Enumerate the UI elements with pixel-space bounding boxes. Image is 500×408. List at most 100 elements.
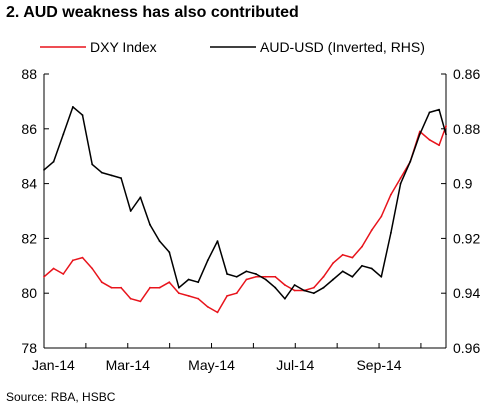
data-point-dxy — [284, 284, 286, 286]
data-point-dxy — [274, 275, 277, 278]
data-point-aud-usd — [361, 264, 363, 267]
data-point-dxy — [81, 256, 84, 259]
x-tick-label: Mar-14 — [106, 357, 151, 373]
x-tick-label: May-14 — [188, 357, 235, 373]
right-tick-label: 0.96 — [453, 340, 480, 356]
left-tick-label: 82 — [21, 230, 37, 246]
legend-label-dxy: DXY Index — [90, 39, 157, 55]
data-point-aud-usd — [120, 177, 122, 180]
chart-title: 2. AUD weakness has also contributed — [6, 4, 299, 21]
data-point-aud-usd — [149, 223, 151, 226]
series-line-aud-usd — [43, 106, 447, 300]
data-point-dxy — [390, 193, 392, 196]
data-point-aud-usd — [312, 292, 315, 295]
data-point-dxy — [351, 256, 354, 259]
data-point-dxy — [399, 177, 402, 180]
data-point-dxy — [187, 295, 190, 297]
data-point-aud-usd — [245, 270, 248, 273]
legend-label-aud-usd: AUD-USD (Inverted, RHS) — [260, 39, 425, 55]
data-point-dxy — [361, 245, 363, 248]
data-point-aud-usd — [216, 240, 219, 243]
data-point-dxy — [445, 125, 447, 127]
data-point-aud-usd — [284, 297, 286, 300]
data-point-dxy — [43, 275, 45, 278]
right-tick-label: 0.94 — [453, 285, 480, 301]
data-point-dxy — [428, 138, 431, 141]
data-point-dxy — [52, 267, 55, 270]
left-tick-label: 80 — [21, 285, 37, 301]
data-point-aud-usd — [303, 289, 306, 292]
data-point-aud-usd — [332, 278, 334, 281]
data-point-aud-usd — [158, 240, 161, 243]
data-point-dxy — [226, 295, 229, 297]
series-line-dxy — [43, 125, 447, 314]
data-point-aud-usd — [322, 286, 325, 289]
data-point-dxy — [120, 286, 122, 289]
data-point-dxy — [341, 253, 344, 256]
data-point-aud-usd — [110, 174, 113, 177]
data-point-aud-usd — [187, 278, 190, 281]
data-point-dxy — [178, 292, 180, 295]
data-point-dxy — [197, 297, 200, 300]
data-point-aud-usd — [206, 259, 209, 262]
data-point-aud-usd — [52, 160, 55, 163]
data-point-dxy — [332, 262, 334, 264]
series-layer — [43, 106, 447, 314]
data-point-aud-usd — [264, 278, 267, 281]
data-point-aud-usd — [100, 171, 103, 174]
axes: 78 80 82 84 86 88 0.86 0.88 0.9 0.92 0.94 0.96 Jan-1… — [21, 66, 480, 373]
data-point-aud-usd — [418, 133, 421, 136]
data-point-aud-usd — [178, 286, 180, 289]
left-tick-label: 86 — [21, 121, 37, 137]
data-point-aud-usd — [293, 284, 296, 286]
data-point-aud-usd — [380, 275, 383, 278]
data-point-aud-usd — [226, 273, 229, 275]
data-point-dxy — [62, 273, 65, 275]
data-point-aud-usd — [139, 196, 142, 199]
right-tick-label: 0.86 — [453, 66, 480, 82]
data-point-dxy — [110, 286, 113, 289]
data-point-dxy — [245, 278, 248, 281]
data-point-aud-usd — [43, 169, 45, 171]
data-point-dxy — [100, 281, 103, 284]
data-point-dxy — [91, 267, 94, 270]
data-point-dxy — [216, 311, 219, 314]
x-tick-label: Jul-14 — [276, 357, 314, 373]
data-point-aud-usd — [428, 111, 431, 114]
data-point-dxy — [129, 297, 132, 300]
data-point-dxy — [139, 300, 142, 303]
data-point-aud-usd — [255, 273, 257, 275]
source-note: Source: RBA, HSBC — [6, 390, 116, 404]
right-tick-label: 0.88 — [453, 121, 480, 137]
data-point-aud-usd — [399, 182, 402, 185]
x-tick-label: Jan-14 — [32, 357, 75, 373]
data-point-dxy — [293, 289, 296, 292]
data-point-aud-usd — [197, 281, 200, 284]
data-point-aud-usd — [390, 232, 392, 234]
right-tick-label: 0.92 — [453, 230, 480, 246]
data-point-dxy — [255, 275, 257, 278]
data-point-aud-usd — [445, 133, 447, 136]
data-point-aud-usd — [274, 286, 277, 289]
data-point-dxy — [72, 259, 74, 262]
data-point-aud-usd — [168, 251, 171, 254]
data-point-dxy — [370, 229, 373, 232]
data-point-aud-usd — [91, 163, 94, 166]
data-point-dxy — [235, 292, 238, 295]
data-point-dxy — [264, 275, 267, 278]
data-point-dxy — [380, 215, 383, 218]
data-point-aud-usd — [351, 275, 354, 278]
data-point-dxy — [438, 144, 440, 147]
right-tick-label: 0.9 — [453, 176, 473, 192]
data-point-dxy — [168, 281, 171, 284]
left-tick-label: 84 — [21, 176, 37, 192]
data-point-aud-usd — [409, 160, 412, 163]
data-point-dxy — [312, 286, 315, 289]
left-tick-label: 88 — [21, 66, 37, 82]
data-point-dxy — [322, 275, 325, 278]
data-point-aud-usd — [370, 267, 373, 270]
data-point-dxy — [206, 306, 209, 308]
data-point-aud-usd — [235, 275, 238, 278]
data-point-aud-usd — [72, 106, 74, 108]
